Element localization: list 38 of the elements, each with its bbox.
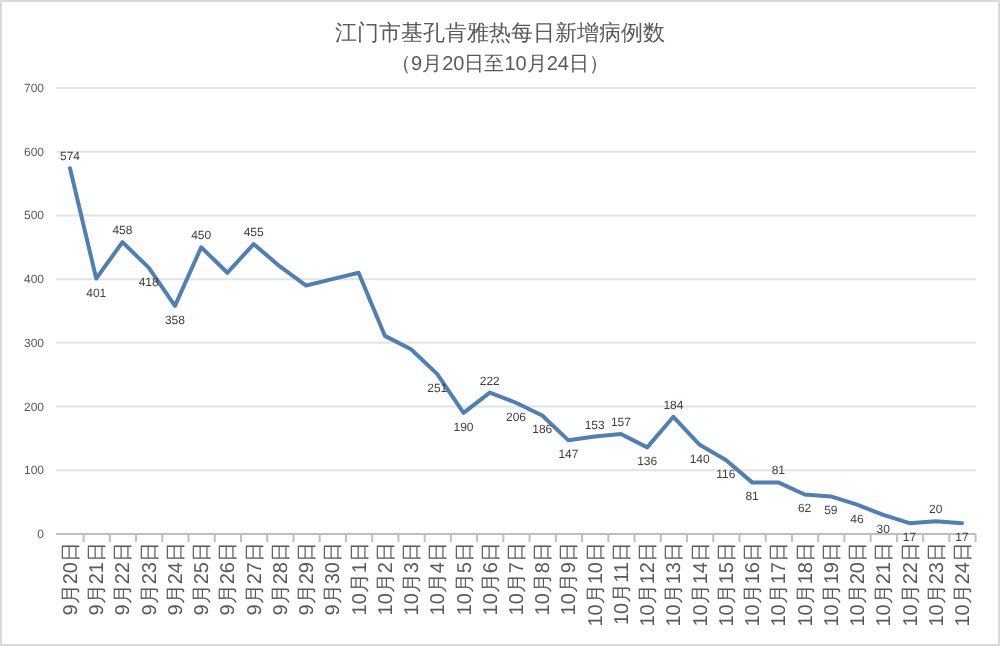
x-tick-label: 9月23日 [139, 542, 162, 616]
x-tick-label: 10月6日 [480, 542, 503, 616]
chart-subtitle: （9月20日至10月24日） [391, 54, 609, 76]
x-tick-label: 10月17日 [769, 542, 792, 627]
x-tick-label: 10月16日 [743, 542, 766, 627]
x-tick-label: 10月5日 [454, 542, 477, 616]
x-tick-label: 10月1日 [349, 542, 372, 616]
x-tick-label: 9月25日 [192, 542, 215, 616]
x-tick-label: 9月29日 [297, 542, 320, 616]
x-tick-label: 9月21日 [87, 542, 110, 616]
x-tick-label: 10月21日 [874, 542, 897, 627]
x-tick-label: 10月15日 [716, 542, 739, 627]
x-tick-label: 9月20日 [61, 542, 83, 616]
x-tick-label: 10月19日 [821, 542, 844, 627]
chart-title: 江门市基孔肯雅热每日新增病例数 [335, 20, 665, 46]
x-tick-label: 10月14日 [690, 542, 713, 627]
x-tick-label: 10月4日 [428, 542, 451, 616]
x-tick-label: 10月11日 [611, 542, 634, 626]
x-tick-label: 9月24日 [165, 542, 188, 616]
x-tick-label: 10月8日 [533, 542, 556, 616]
x-tick-label: 10月12日 [638, 542, 661, 627]
x-tick-label: 9月27日 [244, 542, 267, 616]
x-tick-label: 10月3日 [402, 542, 425, 616]
x-tick-label: 9月30日 [323, 542, 346, 616]
x-tick-label: 10月20日 [848, 542, 871, 627]
x-tick-label: 10月23日 [926, 542, 949, 627]
x-tick-label: 9月22日 [113, 542, 136, 616]
x-tick-label: 10月9日 [559, 542, 582, 616]
x-tick-label: 10月18日 [795, 542, 818, 627]
x-tick-label: 10月2日 [375, 542, 398, 616]
x-tick-label: 10月22日 [900, 542, 923, 627]
x-tick-label: 9月28日 [270, 542, 293, 616]
x-tick-label: 10月24日 [953, 542, 975, 627]
x-tick-label: 10月13日 [664, 542, 687, 627]
x-tick-label: 10月10日 [585, 542, 608, 627]
line-series [68, 166, 964, 526]
x-tick-label: 9月26日 [218, 542, 241, 616]
x-tick-label: 10月7日 [507, 542, 529, 616]
